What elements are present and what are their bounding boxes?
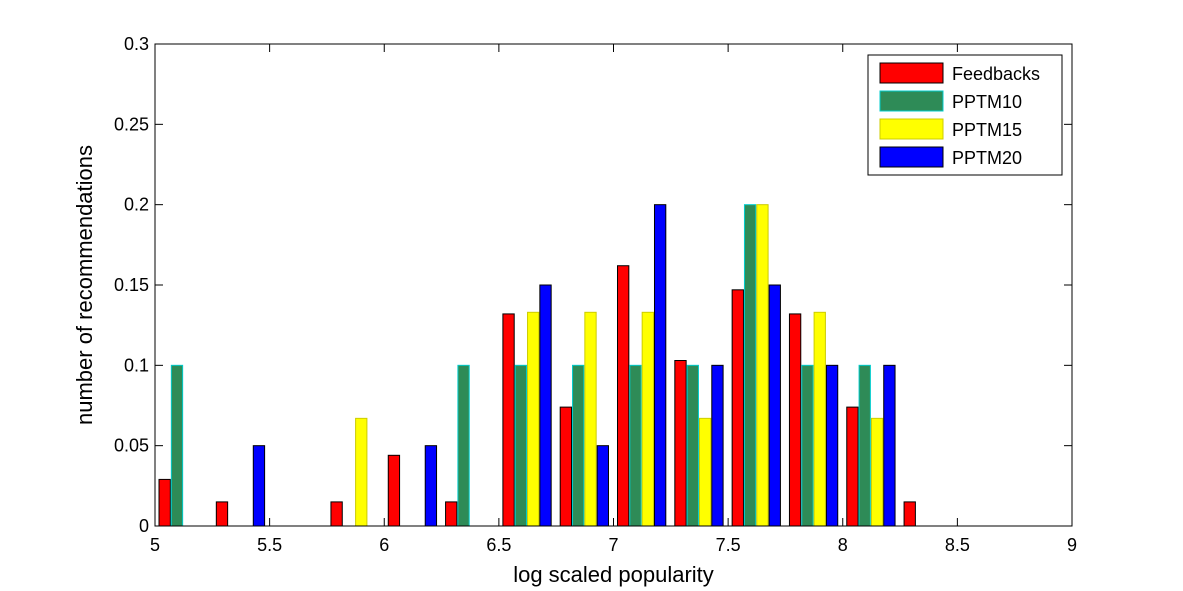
y-tick-label: 0.15 xyxy=(114,275,149,295)
y-tick-label: 0.05 xyxy=(114,436,149,456)
bar-pptm10-0 xyxy=(170,364,184,527)
bar-pptm10-8 xyxy=(629,364,642,527)
legend-swatch-pptm10 xyxy=(879,90,944,112)
bar-pptm10-11 xyxy=(801,364,814,527)
bar-pptm15-12 xyxy=(870,417,884,527)
y-axis-label: number of recommendations xyxy=(72,145,97,425)
x-tick-label: 8.5 xyxy=(945,535,970,555)
legend: Feedbacks PPTM10 PPTM15 PPTM20 xyxy=(867,54,1063,176)
y-tick-label: 0.3 xyxy=(124,34,149,54)
bar-pptm15-11 xyxy=(813,311,826,527)
x-tick-label: 6 xyxy=(379,535,389,555)
legend-swatch-pptm15 xyxy=(879,118,944,140)
legend-swatch-pptm20 xyxy=(879,146,944,168)
bar-pptm15-6 xyxy=(527,311,540,527)
x-axis-label: log scaled popularity xyxy=(513,562,714,587)
bar-feedbacks-8 xyxy=(617,265,630,527)
legend-label-pptm15: PPTM15 xyxy=(952,120,1022,140)
bar-pptm20-4 xyxy=(424,445,438,527)
bar-feedbacks-9 xyxy=(674,360,687,527)
bar-feedbacks-7 xyxy=(559,406,573,527)
bar-pptm10-9 xyxy=(686,364,699,527)
bar-pptm20-10 xyxy=(768,284,781,527)
x-tick-label: 5 xyxy=(150,535,160,555)
bar-feedbacks-11 xyxy=(788,313,802,527)
bar-pptm20-12 xyxy=(883,364,896,527)
bar-pptm10-5 xyxy=(457,364,470,527)
bar-feedbacks-1 xyxy=(215,501,229,527)
bar-pptm20-9 xyxy=(711,364,724,527)
bar-feedbacks-5 xyxy=(445,501,458,527)
y-tick-label: 0.2 xyxy=(124,195,149,215)
bar-feedbacks-4 xyxy=(387,454,401,527)
x-tick-label: 9 xyxy=(1067,535,1077,555)
bar-pptm15-3 xyxy=(355,417,368,527)
bar-feedbacks-3 xyxy=(330,501,343,527)
bar-pptm20-8 xyxy=(653,204,667,527)
bar-pptm20-11 xyxy=(825,364,839,527)
bar-feedbacks-6 xyxy=(502,313,515,527)
bar-pptm15-8 xyxy=(641,311,654,527)
bar-pptm15-10 xyxy=(756,204,769,527)
bar-pptm10-10 xyxy=(743,204,757,527)
y-tick-label: 0 xyxy=(139,516,149,536)
bar-pptm20-7 xyxy=(596,445,609,527)
x-tick-label: 5.5 xyxy=(257,535,282,555)
axes-group: 5 5.5 6 6.5 7 7.5 8 8.5 9 0 0.05 0.1 0.15 0.2 0.25 0.3 xyxy=(114,34,1077,555)
legend-label-pptm20: PPTM20 xyxy=(952,148,1022,168)
bars-group xyxy=(158,204,916,527)
x-tick-label: 6.5 xyxy=(486,535,511,555)
bar-pptm20-6 xyxy=(539,284,552,527)
bar-pptm10-6 xyxy=(514,364,528,527)
y-tick-label: 0.25 xyxy=(114,114,149,134)
x-tick-label: 7 xyxy=(608,535,618,555)
y-tick-label: 0.1 xyxy=(124,355,149,375)
legend-label-pptm10: PPTM10 xyxy=(952,92,1022,112)
x-tick-label: 7.5 xyxy=(716,535,741,555)
bar-pptm10-7 xyxy=(572,364,585,527)
bar-feedbacks-12 xyxy=(846,406,859,527)
bar-pptm20-1 xyxy=(252,445,266,527)
x-tick-label: 8 xyxy=(838,535,848,555)
bar-pptm15-7 xyxy=(584,311,597,527)
bar-feedbacks-10 xyxy=(731,289,744,527)
bar-feedbacks-0 xyxy=(158,478,171,527)
legend-swatch-feedbacks xyxy=(879,62,944,84)
legend-label-feedbacks: Feedbacks xyxy=(952,64,1040,84)
bar-feedbacks-13 xyxy=(903,501,916,527)
bar-pptm10-12 xyxy=(858,364,871,527)
bar-pptm15-9 xyxy=(698,417,712,527)
